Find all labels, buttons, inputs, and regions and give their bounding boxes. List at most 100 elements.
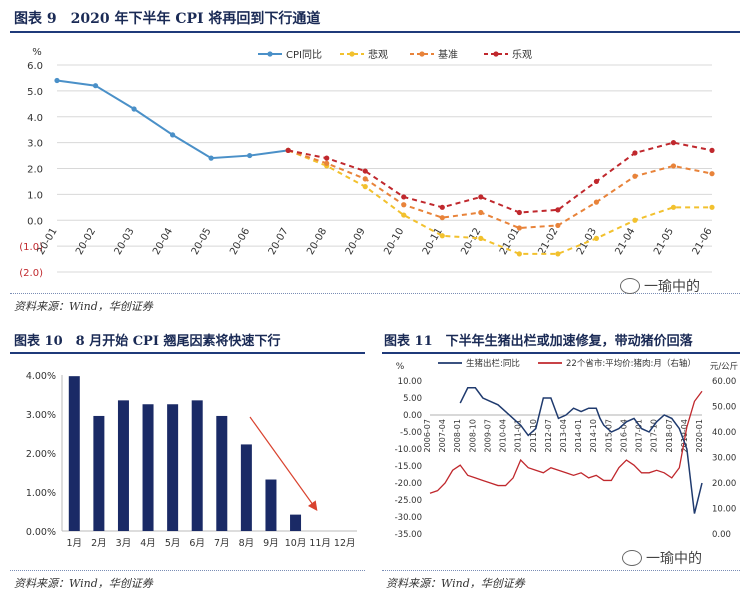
x-tick-label: 2017-10 bbox=[650, 419, 659, 452]
data-point bbox=[401, 202, 407, 208]
bar-8 bbox=[240, 444, 252, 531]
data-point bbox=[478, 209, 484, 216]
series-line-2 bbox=[287, 149, 712, 255]
y-axis-unit: % bbox=[32, 47, 42, 58]
x-tick-label: 2012-07 bbox=[544, 419, 553, 452]
figure9-watermark: 一瑜中的 bbox=[620, 276, 700, 296]
bar-4 bbox=[142, 404, 154, 531]
legend-marker bbox=[349, 51, 355, 57]
data-point bbox=[362, 168, 368, 174]
figure11-hog-chart: 10.00 5.00 0.00 -5.00 -10.00 -15.00 -20.00 -25.… bbox=[395, 358, 739, 540]
figure9-series bbox=[54, 77, 715, 257]
x-tick-label: 7月 bbox=[214, 538, 230, 549]
x-tick-label: 2017-01 bbox=[635, 419, 644, 452]
data-point bbox=[362, 184, 368, 190]
right-y-axis-unit: 元/公斤 bbox=[710, 361, 738, 372]
x-tick-label: 5月 bbox=[165, 538, 181, 549]
data-point bbox=[516, 251, 522, 257]
bar-6 bbox=[191, 400, 203, 531]
legend-label: 基准 bbox=[438, 48, 458, 61]
left-y-tick-label: 0.00 bbox=[403, 411, 422, 421]
data-point bbox=[555, 207, 561, 213]
legend-label: 生猪出栏:同比 bbox=[466, 358, 520, 369]
x-tick-label: 20-08 bbox=[305, 226, 329, 257]
wechat-icon bbox=[620, 278, 640, 294]
right-y-tick-label: 20.00 bbox=[712, 479, 736, 489]
bar-3 bbox=[117, 400, 129, 531]
y-tick-label: 6.0 bbox=[27, 61, 43, 72]
x-tick-label: 20-05 bbox=[190, 226, 214, 257]
figure10-trend-arrow bbox=[249, 416, 318, 511]
bar-7 bbox=[216, 415, 228, 531]
x-tick-label: 2014-01 bbox=[574, 419, 583, 452]
x-tick-label: 9月 bbox=[263, 538, 279, 549]
x-tick-label: 2009-07 bbox=[483, 419, 492, 452]
y-tick-label: 2.00% bbox=[26, 449, 56, 460]
data-point bbox=[670, 140, 677, 146]
right-y-tick-label: 50.00 bbox=[712, 403, 736, 413]
x-tick-label: 20-03 bbox=[113, 226, 137, 257]
data-point bbox=[593, 178, 600, 185]
x-tick-label: 2月 bbox=[91, 538, 107, 549]
figure11-source: 资料来源：Wind，华创证券 bbox=[386, 577, 525, 590]
right-y-tick-label: 40.00 bbox=[712, 428, 736, 438]
x-tick-label: 2011-10 bbox=[529, 419, 538, 452]
x-tick-label: 8月 bbox=[239, 538, 255, 549]
figure9-cpi-forecast-chart: 6.05.04.03.02.01.00.0(1.0)(2.0)% 20-01 20… bbox=[19, 47, 715, 279]
data-point bbox=[632, 150, 638, 156]
legend-label: 乐观 bbox=[512, 49, 532, 61]
x-tick-label: 2008-01 bbox=[453, 419, 462, 452]
x-tick-label: 2006-07 bbox=[423, 419, 432, 452]
y-tick-label: 4.0 bbox=[27, 113, 43, 124]
data-point bbox=[516, 209, 522, 216]
y-tick-label: 5.0 bbox=[27, 87, 43, 98]
x-tick-label: 20-10 bbox=[382, 226, 406, 257]
data-point bbox=[478, 194, 484, 200]
series-line-1 bbox=[56, 79, 289, 160]
right-y-tick-label: 30.00 bbox=[712, 454, 736, 464]
data-point bbox=[593, 235, 600, 241]
x-tick-label: 6月 bbox=[189, 538, 205, 549]
left-y-tick-label: 5.00 bbox=[403, 394, 422, 404]
x-tick-label: 20-04 bbox=[151, 226, 175, 257]
x-tick-label: 2008-10 bbox=[468, 419, 477, 452]
wechat-icon bbox=[622, 550, 642, 566]
y-tick-label: 0.0 bbox=[27, 216, 43, 227]
data-point bbox=[632, 173, 638, 179]
x-tick-label: 2015-07 bbox=[604, 419, 613, 452]
x-tick-label: 11月 bbox=[309, 538, 331, 549]
data-point bbox=[54, 77, 60, 84]
data-point bbox=[555, 251, 561, 257]
bar-2 bbox=[93, 415, 105, 531]
data-point bbox=[247, 152, 253, 159]
left-y-tick-label: -15.00 bbox=[395, 462, 422, 472]
figure10-divider bbox=[10, 570, 365, 571]
data-point bbox=[324, 155, 330, 161]
data-point bbox=[131, 106, 137, 112]
data-point bbox=[593, 199, 600, 205]
x-tick-label: 2019-04 bbox=[680, 419, 689, 452]
data-point bbox=[516, 225, 522, 231]
x-tick-label: 2014-10 bbox=[589, 419, 598, 452]
data-point bbox=[208, 155, 214, 161]
data-point bbox=[632, 217, 638, 223]
legend-label: 22个省市:平均价:猪肉:月（右轴） bbox=[566, 358, 696, 369]
figure9-watermark-text: 一瑜中的 bbox=[644, 279, 700, 295]
left-y-tick-label: -20.00 bbox=[395, 479, 422, 489]
figure9-y-axis-ticks: 6.0 5.0 4.0 3.0 2.0 1.0 0.0 (1.0) (2.0)% bbox=[19, 47, 43, 279]
x-tick-label: 4月 bbox=[140, 538, 156, 549]
figure11-watermark: 一瑜中的 bbox=[622, 548, 702, 568]
left-y-tick-label: -35.00 bbox=[395, 530, 422, 540]
x-tick-label: 2011-01 bbox=[514, 419, 523, 452]
figure10-title: 图表 10 8 月开始 CPI 翘尾因素将快速下行 bbox=[14, 334, 281, 349]
data-point bbox=[439, 204, 445, 210]
right-y-tick-label: 10.00 bbox=[712, 505, 736, 515]
data-point bbox=[709, 171, 715, 177]
bar-9 bbox=[265, 479, 277, 531]
x-tick-label: 2010-04 bbox=[499, 419, 508, 452]
bar-5 bbox=[167, 404, 179, 531]
figure11-legend: 生猪出栏:同比 22个省市:平均价:猪肉:月（右轴） bbox=[438, 358, 696, 369]
data-point bbox=[401, 212, 407, 218]
figure10-bars bbox=[68, 376, 302, 531]
right-y-tick-label: 60.00 bbox=[712, 377, 736, 387]
